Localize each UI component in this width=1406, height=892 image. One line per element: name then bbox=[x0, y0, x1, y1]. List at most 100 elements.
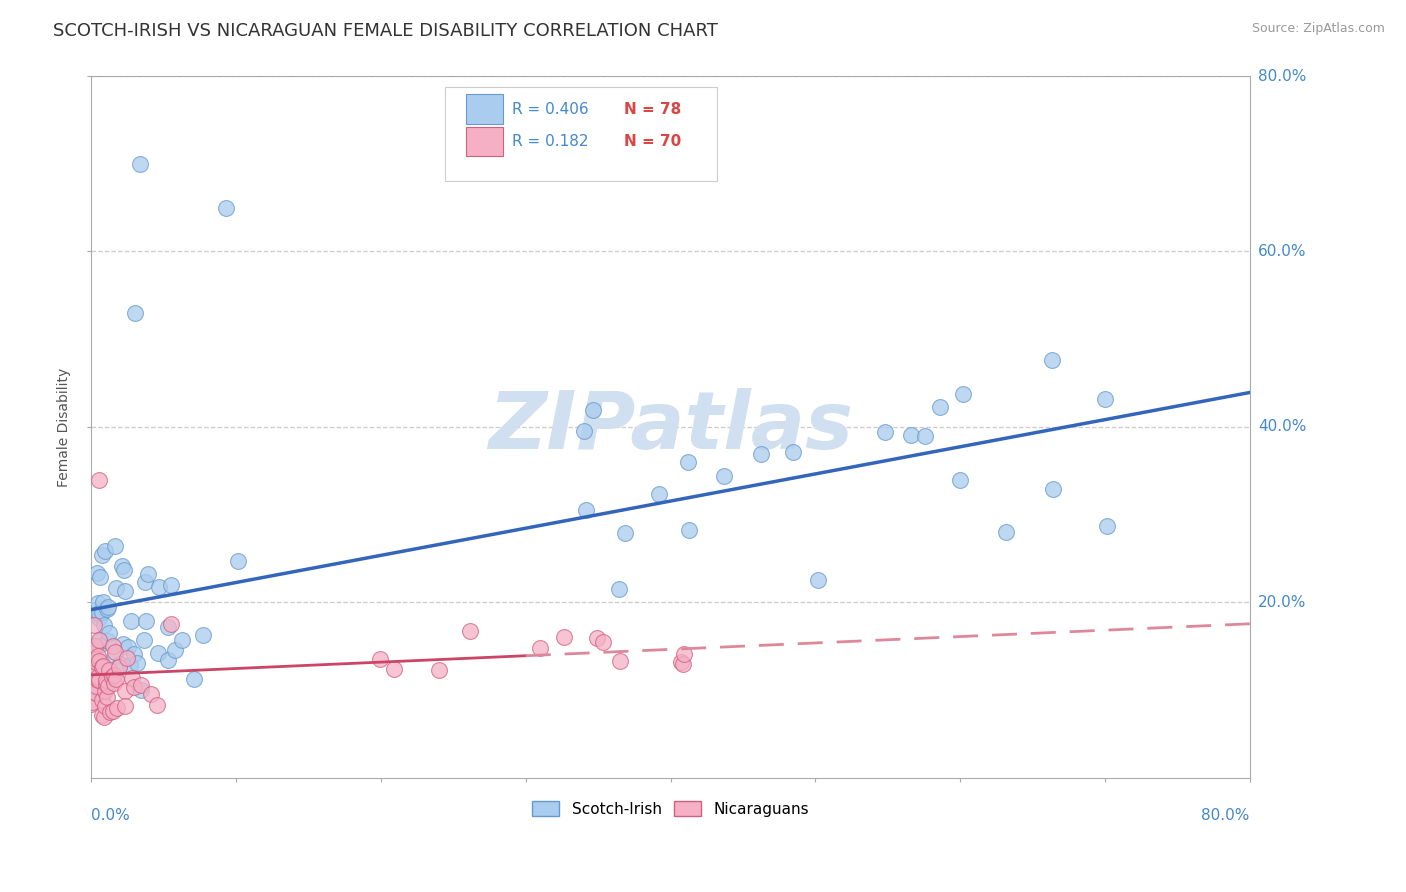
Point bbox=[124, 647, 146, 661]
Text: 80.0%: 80.0% bbox=[1258, 69, 1306, 84]
Point bbox=[614, 526, 637, 541]
Point bbox=[607, 582, 630, 596]
Point bbox=[586, 631, 609, 645]
Point bbox=[93, 618, 115, 632]
Text: SCOTCH-IRISH VS NICARAGUAN FEMALE DISABILITY CORRELATION CHART: SCOTCH-IRISH VS NICARAGUAN FEMALE DISABI… bbox=[53, 22, 718, 40]
Point bbox=[84, 603, 107, 617]
Point bbox=[80, 659, 103, 673]
Point bbox=[93, 659, 115, 673]
Point bbox=[609, 654, 631, 668]
Point bbox=[86, 607, 108, 621]
Point bbox=[165, 642, 187, 657]
Point bbox=[117, 651, 139, 665]
Point bbox=[949, 473, 972, 487]
Point bbox=[782, 445, 804, 459]
Point bbox=[91, 693, 114, 707]
Point bbox=[529, 641, 551, 656]
Point bbox=[94, 673, 117, 688]
Point bbox=[103, 668, 125, 682]
Point bbox=[89, 634, 111, 648]
Point bbox=[91, 605, 114, 619]
Text: R = 0.182: R = 0.182 bbox=[512, 134, 588, 149]
Point bbox=[97, 679, 120, 693]
Point bbox=[592, 634, 614, 648]
Point bbox=[228, 554, 250, 568]
Point bbox=[994, 525, 1017, 540]
Point bbox=[159, 616, 181, 631]
Point bbox=[105, 672, 128, 686]
Point bbox=[873, 425, 896, 439]
Point bbox=[172, 632, 194, 647]
Text: 0.0%: 0.0% bbox=[91, 808, 131, 823]
Text: 60.0%: 60.0% bbox=[1258, 244, 1306, 259]
Point bbox=[80, 683, 103, 698]
Text: 80.0%: 80.0% bbox=[1202, 808, 1250, 823]
Point bbox=[84, 679, 107, 693]
Point bbox=[83, 653, 105, 667]
Point bbox=[101, 639, 124, 653]
Point bbox=[91, 660, 114, 674]
Point bbox=[84, 652, 107, 666]
Point bbox=[98, 626, 121, 640]
Point bbox=[84, 640, 107, 654]
Point bbox=[673, 648, 696, 662]
Point bbox=[89, 473, 111, 487]
FancyBboxPatch shape bbox=[444, 87, 717, 181]
Point bbox=[82, 676, 104, 690]
Point bbox=[110, 657, 132, 671]
Point bbox=[82, 695, 104, 709]
Point bbox=[807, 574, 830, 588]
Point bbox=[582, 403, 605, 417]
Point bbox=[112, 563, 135, 577]
Point bbox=[914, 429, 936, 443]
Point bbox=[98, 673, 121, 687]
Point bbox=[84, 655, 107, 669]
Point bbox=[900, 428, 922, 442]
Point bbox=[93, 683, 115, 698]
Point bbox=[82, 642, 104, 657]
Point bbox=[114, 683, 136, 698]
Text: ZIPatlas: ZIPatlas bbox=[488, 388, 853, 466]
Point bbox=[104, 581, 127, 595]
Point bbox=[145, 698, 167, 713]
Point bbox=[134, 574, 156, 589]
Point bbox=[928, 400, 950, 414]
Point bbox=[676, 455, 699, 469]
Point bbox=[131, 683, 153, 698]
Point bbox=[104, 539, 127, 553]
Point bbox=[97, 600, 120, 615]
Point bbox=[90, 708, 112, 723]
Point bbox=[749, 447, 772, 461]
Point bbox=[125, 657, 148, 671]
FancyBboxPatch shape bbox=[465, 127, 502, 156]
Point bbox=[713, 469, 735, 483]
Point bbox=[94, 699, 117, 714]
Point bbox=[103, 676, 125, 690]
Point bbox=[121, 671, 143, 685]
Point bbox=[1094, 392, 1116, 407]
Point bbox=[104, 644, 127, 658]
Point bbox=[83, 683, 105, 698]
Text: Source: ZipAtlas.com: Source: ZipAtlas.com bbox=[1251, 22, 1385, 36]
Point bbox=[87, 654, 110, 668]
Point bbox=[83, 618, 105, 632]
Point bbox=[429, 663, 451, 677]
Point bbox=[120, 657, 142, 672]
Point bbox=[82, 670, 104, 684]
Point bbox=[135, 614, 157, 628]
Text: 20.0%: 20.0% bbox=[1258, 595, 1306, 610]
Point bbox=[111, 558, 134, 573]
Point bbox=[553, 630, 575, 644]
Text: 40.0%: 40.0% bbox=[1258, 419, 1306, 434]
Point bbox=[368, 652, 391, 666]
Point bbox=[193, 628, 215, 642]
Point bbox=[103, 648, 125, 663]
Point bbox=[215, 201, 238, 215]
Y-axis label: Female Disability: Female Disability bbox=[58, 368, 72, 487]
Point bbox=[105, 701, 128, 715]
Text: N = 70: N = 70 bbox=[624, 134, 682, 149]
Point bbox=[101, 704, 124, 718]
Point bbox=[117, 640, 139, 655]
Point bbox=[458, 624, 481, 639]
Point bbox=[120, 614, 142, 628]
